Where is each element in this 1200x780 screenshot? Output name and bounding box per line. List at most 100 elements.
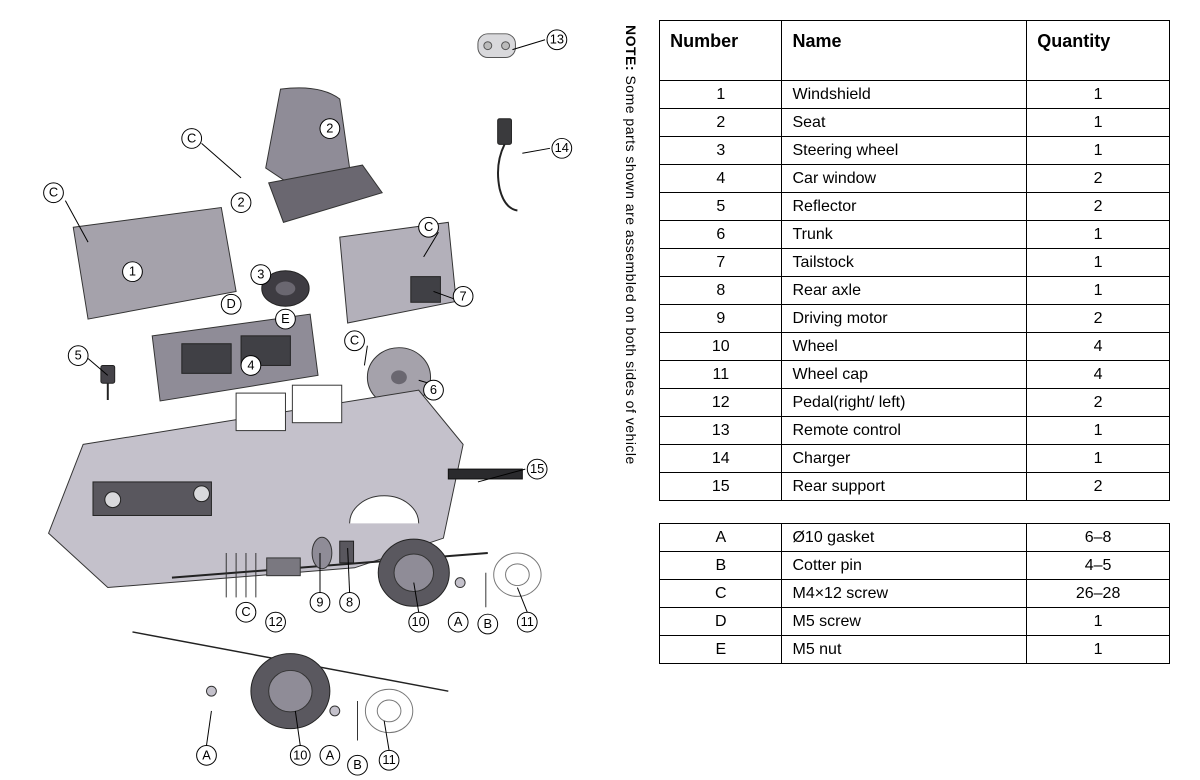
table-row: 7Tailstock1 [660,249,1170,277]
cell-name: M5 screw [782,608,1027,636]
hardware-table: AØ10 gasket6–8BCotter pin4–5CM4×12 screw… [659,523,1170,664]
callout: 11 [517,612,537,632]
cell-name: Windshield [782,81,1027,109]
cell-quantity: 2 [1027,165,1170,193]
cell-name: Tailstock [782,249,1027,277]
cell-quantity: 1 [1027,249,1170,277]
cell-number: 4 [660,165,782,193]
table-row: 15Rear support2 [660,473,1170,501]
cell-name: Ø10 gasket [782,524,1027,552]
cell-quantity: 1 [1027,137,1170,165]
callout: 15 [527,459,547,479]
table-row: 8Rear axle1 [660,277,1170,305]
note-text: Some parts shown are assembled on both s… [623,71,639,465]
cell-name: Cotter pin [782,552,1027,580]
callout: C [44,183,64,203]
callout: C [345,331,365,351]
cell-quantity: 4 [1027,361,1170,389]
cell-number: 15 [660,473,782,501]
cell-number: 2 [660,109,782,137]
table-row: 5Reflector2 [660,193,1170,221]
svg-text:10: 10 [293,747,307,762]
note-label: NOTE: [623,25,639,71]
cell-quantity: 2 [1027,389,1170,417]
cell-quantity: 1 [1027,109,1170,137]
cell-quantity: 1 [1027,221,1170,249]
table-row: 4Car window2 [660,165,1170,193]
callout: A [448,612,468,632]
svg-text:11: 11 [382,752,395,767]
svg-text:6: 6 [430,382,437,397]
part-tailstock [340,222,456,323]
cell-name: Trunk [782,221,1027,249]
header-number: Number [660,21,782,81]
parts-table: Number Name Quantity 1Windshield12Seat13… [659,20,1170,501]
cell-number: C [660,580,782,608]
cell-number: A [660,524,782,552]
svg-text:C: C [424,219,433,234]
table-row: 14Charger1 [660,445,1170,473]
part-seat [266,88,382,222]
table-row: 9Driving motor2 [660,305,1170,333]
table-row: DM5 screw1 [660,608,1170,636]
svg-text:E: E [281,311,290,326]
svg-text:10: 10 [412,614,426,629]
assembly-note: NOTE: Some parts shown are assembled on … [623,25,639,585]
cell-name: Driving motor [782,305,1027,333]
cell-name: Wheel cap [782,361,1027,389]
table-row: EM5 nut1 [660,636,1170,664]
cell-number: 8 [660,277,782,305]
cell-name: Pedal(right/ left) [782,389,1027,417]
table-row: CM4×12 screw26–28 [660,580,1170,608]
cell-number: 1 [660,81,782,109]
cell-number: 6 [660,221,782,249]
svg-text:13: 13 [550,32,564,47]
cell-name: Steering wheel [782,137,1027,165]
cell-quantity: 2 [1027,305,1170,333]
svg-text:7: 7 [460,288,467,303]
callout: 2 [231,193,251,213]
header-quantity: Quantity [1027,21,1170,81]
callout: 10 [409,612,429,632]
table-row: BCotter pin4–5 [660,552,1170,580]
callout: A [197,745,217,765]
svg-text:2: 2 [326,121,333,136]
cell-number: 9 [660,305,782,333]
svg-text:9: 9 [316,594,323,609]
part-wheel-lower [132,632,448,741]
part-charger [498,119,518,211]
callout: 11 [379,750,399,770]
cell-name: Reflector [782,193,1027,221]
callout: C [236,602,256,622]
cell-quantity: 2 [1027,473,1170,501]
cell-quantity: 4–5 [1027,552,1170,580]
cell-name: Rear support [782,473,1027,501]
callout: 5 [68,346,88,366]
callout: A [320,745,340,765]
cell-number: 12 [660,389,782,417]
callout: 10 [290,745,310,765]
table-row: 13Remote control1 [660,417,1170,445]
callout: C [419,217,439,237]
callout: 9 [310,592,330,612]
table-row: 3Steering wheel1 [660,137,1170,165]
svg-text:14: 14 [555,140,569,155]
cell-number: 3 [660,137,782,165]
callout: 12 [266,612,286,632]
callout: 14 [552,138,572,158]
svg-text:3: 3 [257,267,264,282]
exploded-view-svg: 1314CC22C13DE754C61598C1210AB11A10AB11 [30,20,610,780]
cell-quantity: 1 [1027,81,1170,109]
cell-name: Remote control [782,417,1027,445]
callout: 8 [340,592,360,612]
svg-text:C: C [241,604,250,619]
part-rear-support [448,469,522,479]
svg-text:C: C [350,333,359,348]
table-row: 1Windshield1 [660,81,1170,109]
cell-quantity: 1 [1027,608,1170,636]
cell-quantity: 4 [1027,333,1170,361]
svg-text:B: B [484,616,493,631]
cell-name: Seat [782,109,1027,137]
cell-quantity: 1 [1027,417,1170,445]
part-windshield [73,208,236,320]
